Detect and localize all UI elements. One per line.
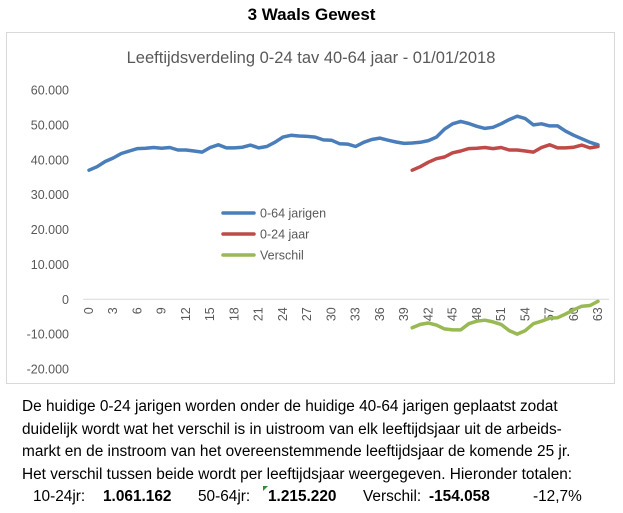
line-chart: Leeftijdsverdeling 0-24 tav 40-64 jaar -… [27, 49, 609, 377]
y-tick-label: -20.000 [27, 363, 69, 377]
series-line-1 [87, 114, 600, 172]
x-tick-label: 27 [300, 307, 314, 321]
page-heading: 3 Waals Gewest [247, 5, 376, 24]
total-young-label: 10-24jr: [33, 488, 86, 505]
x-tick-label: 63 [591, 307, 605, 321]
series-line-3 [410, 299, 600, 336]
x-tick-label: 6 [130, 307, 144, 314]
chart-area: Leeftijdsverdeling 0-24 tav 40-64 jaar -… [6, 32, 615, 384]
y-tick-label: 30.000 [31, 188, 69, 202]
x-tick-label: 36 [373, 307, 387, 321]
cell-comment-marker [263, 486, 268, 491]
x-tick-label: 42 [421, 307, 435, 321]
legend-label-1: 0-64 jarigen [260, 207, 326, 221]
x-tick-label: 18 [227, 307, 241, 321]
legend-label-2: 0-24 jaar [260, 228, 309, 242]
x-tick-label: 24 [276, 307, 290, 321]
x-tick-label: 39 [397, 307, 411, 321]
x-tick-label: 30 [324, 307, 338, 321]
description-line-3: markt en de instroom van het overeenstem… [22, 443, 571, 460]
chart-title: Leeftijdsverdeling 0-24 tav 40-64 jaar -… [127, 49, 496, 67]
x-tick-label: 3 [106, 307, 120, 314]
x-tick-label: 54 [518, 307, 532, 321]
x-tick-label: 51 [494, 307, 508, 321]
y-tick-label: 50.000 [31, 118, 69, 132]
total-diff-label: Verschil: [363, 488, 422, 505]
x-tick-label: 45 [446, 307, 460, 321]
x-tick-label: 33 [349, 307, 363, 321]
y-tick-label: 0 [62, 293, 69, 307]
y-tick-label: 60.000 [31, 84, 69, 98]
series-line-2 [410, 143, 600, 172]
total-young-value: 1.061.162 [103, 488, 172, 505]
x-tick-label: 9 [155, 307, 169, 314]
x-tick-label: 48 [470, 307, 484, 321]
total-old-value: 1.215.220 [268, 488, 337, 505]
total-old-label: 50-64jr: [198, 488, 251, 505]
y-tick-label: 20.000 [31, 223, 69, 237]
y-tick-label: -10.000 [27, 328, 69, 342]
y-tick-label: 40.000 [31, 153, 69, 167]
x-tick-label: 12 [179, 307, 193, 321]
total-diff-value: -154.058 [429, 488, 490, 505]
x-tick-label: 15 [203, 307, 217, 321]
x-tick-label: 0 [82, 307, 96, 314]
total-percent: -12,7% [533, 488, 582, 505]
x-tick-label: 21 [252, 307, 266, 321]
description-text: De huidige 0-24 jarigen worden onder de … [22, 396, 620, 486]
description-line-2: duidelijk wordt wat het verschil is in u… [22, 420, 562, 438]
description-line-4: Het verschil tussen beide wordt per leef… [22, 465, 573, 483]
legend-label-3: Verschil [260, 249, 304, 263]
description-line-1: De huidige 0-24 jarigen worden onder de … [22, 398, 558, 415]
y-tick-label: 10.000 [31, 258, 69, 272]
